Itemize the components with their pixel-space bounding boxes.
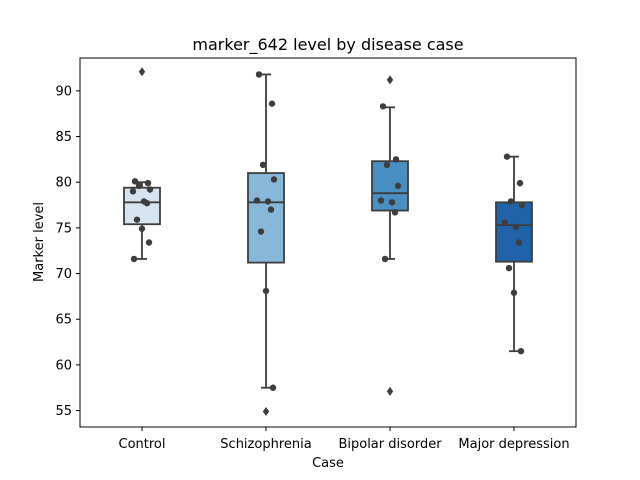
axes: 55 60 65 70 75 80 85 90 Control Schizophrenia Bipo…	[55, 84, 569, 452]
y-tick-label: 85	[55, 130, 72, 145]
data-point	[505, 264, 513, 272]
plot-frame	[79, 57, 577, 428]
y-tick-label: 70	[55, 267, 72, 282]
data-point	[381, 255, 389, 263]
data-point	[259, 161, 267, 169]
y-tick-label: 60	[55, 358, 72, 373]
data-point	[131, 178, 139, 185]
data-point	[267, 206, 275, 213]
data-point	[146, 186, 154, 193]
data-point	[253, 197, 261, 204]
x-axis-title: Case	[312, 456, 344, 471]
outlier-marker	[386, 386, 394, 396]
data-point	[269, 384, 277, 391]
data-point	[510, 289, 518, 296]
data-point	[391, 209, 399, 216]
chart-title: marker_642 level by disease case	[192, 35, 463, 55]
data-point	[138, 225, 146, 232]
outlier-marker	[386, 75, 394, 85]
y-tick-label: 80	[55, 176, 72, 191]
outlier-marker	[138, 67, 146, 77]
data-point	[512, 223, 520, 231]
y-axis-title: Marker level	[32, 202, 47, 282]
data-point	[517, 347, 525, 355]
data-point	[268, 100, 276, 107]
data-point	[262, 287, 270, 295]
data-point	[388, 199, 396, 206]
data-point	[383, 161, 391, 169]
box-group	[123, 67, 161, 263]
data-point	[501, 219, 509, 226]
data-point	[377, 197, 385, 204]
x-tick-label: Major depression	[458, 437, 569, 452]
data-point	[144, 179, 152, 187]
box-iqr	[495, 201, 533, 263]
box-iqr	[247, 172, 285, 264]
y-tick-label: 75	[55, 221, 72, 236]
data-point	[503, 153, 511, 160]
data-point	[516, 179, 524, 187]
data-point	[392, 156, 400, 163]
data-point	[257, 228, 265, 235]
plot-area	[123, 67, 533, 416]
data-point	[130, 255, 138, 263]
box-group	[371, 75, 409, 396]
x-tick-label: Schizophrenia	[220, 437, 311, 452]
data-point	[394, 182, 402, 190]
outlier-marker	[262, 406, 270, 416]
data-point	[133, 216, 141, 223]
data-point	[515, 239, 523, 246]
data-point	[145, 239, 153, 246]
data-point	[129, 188, 137, 195]
y-tick-label: 65	[55, 313, 72, 328]
data-point	[518, 201, 526, 209]
y-tick-label: 55	[55, 404, 72, 419]
data-point	[143, 200, 151, 207]
y-tick-label: 90	[55, 84, 72, 99]
box-group	[247, 71, 285, 416]
box-iqr	[123, 186, 161, 226]
data-point	[379, 103, 387, 110]
box-group	[495, 153, 533, 355]
data-point	[264, 198, 272, 205]
x-tick-label: Bipolar disorder	[338, 437, 442, 452]
data-point	[507, 198, 515, 205]
data-point	[270, 176, 278, 183]
data-point	[255, 71, 263, 78]
data-point	[135, 182, 143, 190]
x-tick-label: Control	[119, 437, 166, 452]
